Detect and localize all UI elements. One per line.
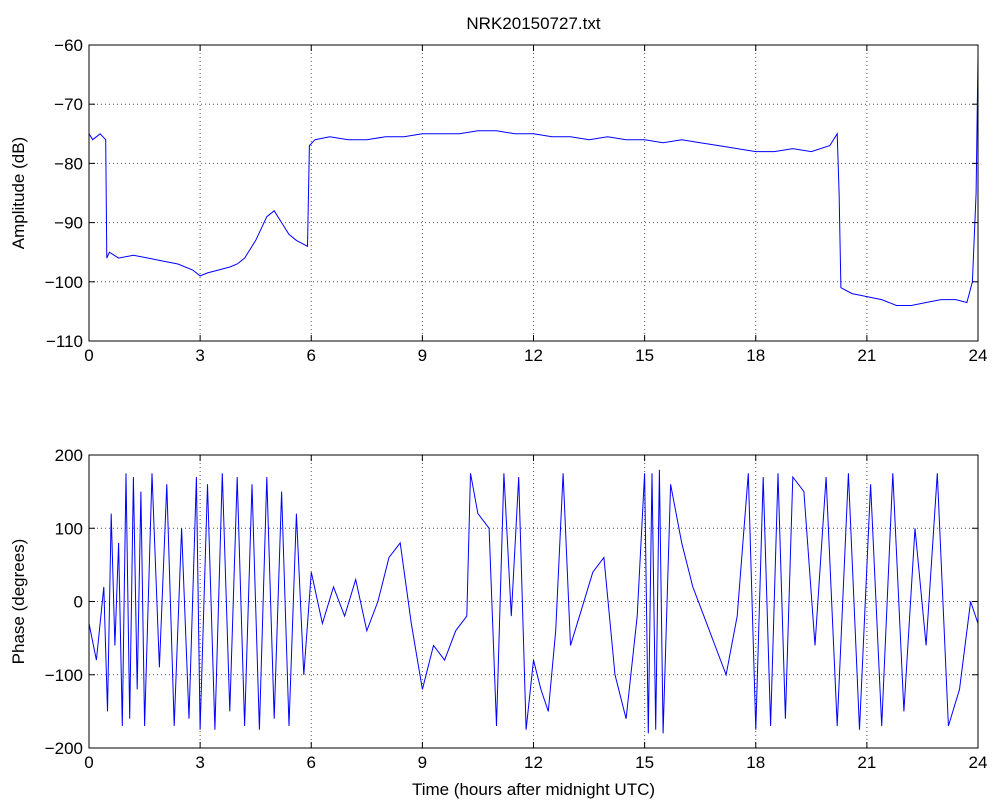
- series-line: [88, 469, 979, 734]
- x-tick-label: 6: [307, 753, 316, 772]
- y-tick-label: −60: [54, 36, 83, 55]
- y-tick-label: 0: [74, 593, 83, 612]
- x-tick-label: 12: [524, 346, 543, 365]
- x-tick-label: 0: [84, 346, 93, 365]
- amplitude-plot: 0 3 6 9 12 15 18 21 24 −110 −100 −90 −80 −70 −60 Amplit…: [9, 36, 987, 365]
- y-tick-label: 100: [55, 519, 83, 538]
- y-tick-label: −200: [45, 739, 83, 758]
- y-axis-label: Amplitude (dB): [9, 137, 28, 249]
- x-tick-label: 21: [857, 346, 876, 365]
- x-axis-label: Time (hours after midnight UTC): [412, 780, 655, 799]
- y-tick-label: −70: [54, 95, 83, 114]
- y-axis-label: Phase (degrees): [9, 539, 28, 665]
- x-tick-label: 21: [857, 753, 876, 772]
- x-tick-label: 18: [746, 753, 765, 772]
- y-tick-label: −100: [45, 666, 83, 685]
- x-tick-label: 3: [195, 753, 204, 772]
- x-tick-label: 0: [84, 753, 93, 772]
- figure-title: NRK20150727.txt: [466, 14, 600, 33]
- x-tick-label: 24: [969, 346, 988, 365]
- x-tick-label: 24: [969, 753, 988, 772]
- x-tick-label: 15: [635, 346, 654, 365]
- y-tick-label: −100: [45, 273, 83, 292]
- y-tick-label: −90: [54, 214, 83, 233]
- x-tick-label: 15: [635, 753, 654, 772]
- phase-plot: 0 3 6 9 12 15 18 21 24 −200 −100 0 100 200 Phase (degr…: [9, 446, 987, 799]
- series-line: [88, 56, 979, 306]
- x-tick-label: 12: [524, 753, 543, 772]
- x-tick-label: 3: [195, 346, 204, 365]
- x-tick-label: 18: [746, 346, 765, 365]
- x-tick-label: 9: [418, 753, 427, 772]
- x-tick-label: 9: [418, 346, 427, 365]
- y-tick-label: −110: [46, 332, 83, 351]
- x-tick-label: 6: [307, 346, 316, 365]
- y-tick-label: −80: [54, 154, 83, 173]
- y-tick-label: 200: [55, 446, 83, 465]
